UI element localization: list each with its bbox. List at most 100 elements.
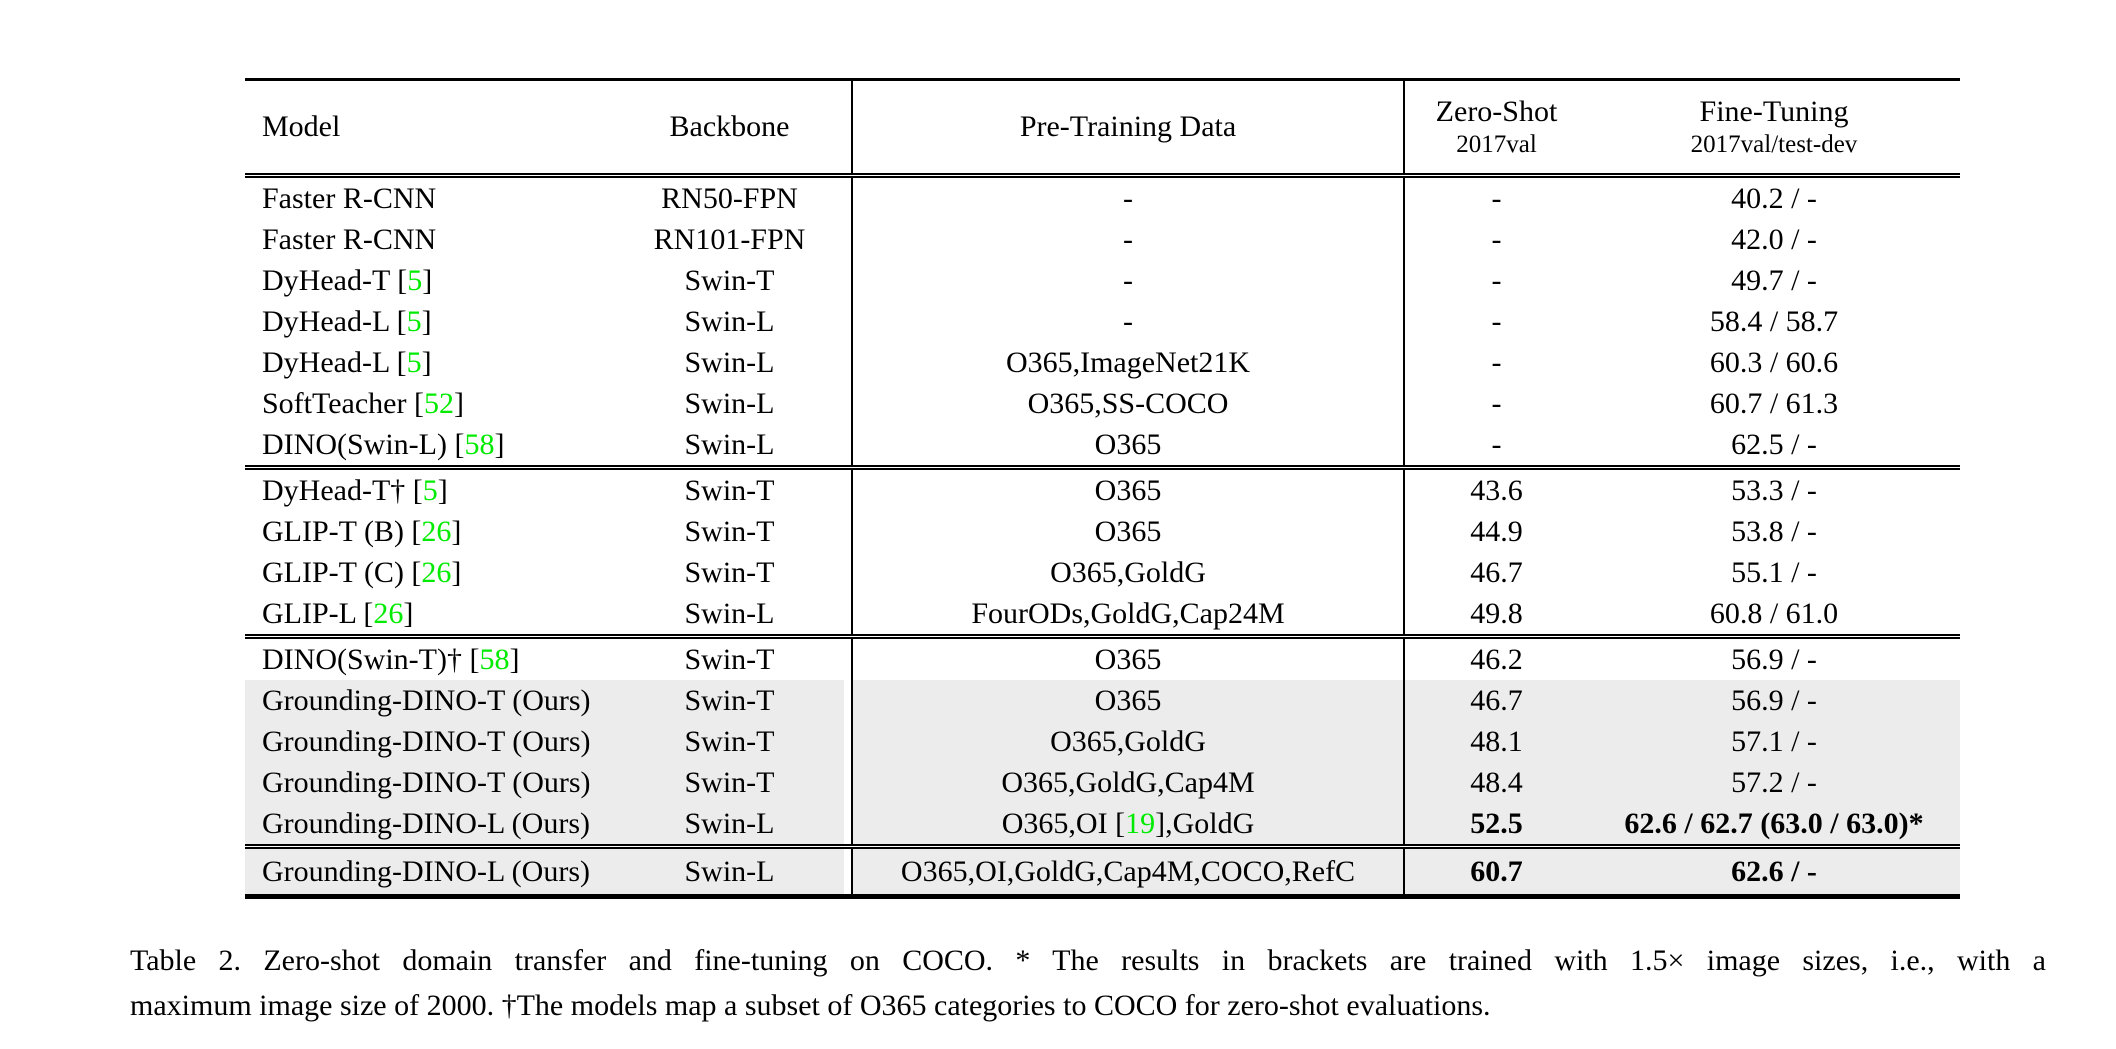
cell-fine-tuning: 56.9 / - xyxy=(1588,680,1960,721)
caption-line-1: Table 2. Zero-shot domain transfer and f… xyxy=(130,944,2046,977)
column-gap xyxy=(844,639,851,680)
vertical-rule xyxy=(1403,424,1405,465)
citation-number: 26 xyxy=(421,555,452,589)
table-row: SoftTeacher [52] Swin-L O365,SS-COCO - 60.7 … xyxy=(245,383,1960,424)
vertical-rule xyxy=(1403,470,1405,511)
vertical-rule xyxy=(1403,260,1405,301)
cell-zero-shot: 52.5 xyxy=(1405,803,1588,844)
vertical-rule xyxy=(851,762,853,803)
cell-zero-shot: - xyxy=(1491,345,1502,379)
vertical-rule xyxy=(851,383,853,424)
cell-backbone: Swin-L xyxy=(684,596,775,630)
cell-fine-tuning: 62.6 / 62.7 (63.0 / 63.0)* xyxy=(1588,803,1960,844)
table-row: Grounding-DINO-T (Ours) Swin-T O365 46.7 56.… xyxy=(245,680,1960,721)
cell-pretraining-data: - xyxy=(1123,263,1133,297)
cell-model: Grounding-DINO-T (Ours) xyxy=(245,762,615,803)
cell-pretraining-data: O365,GoldG xyxy=(853,721,1403,762)
column-header-model: Model xyxy=(262,110,341,143)
cell-zero-shot: 48.4 xyxy=(1405,762,1588,803)
cell-fine-tuning: 60.3 / 60.6 xyxy=(1709,345,1839,379)
table-row: Grounding-DINO-L (Ours) Swin-L O365,OI [19… xyxy=(245,803,1960,844)
cell-zero-shot: - xyxy=(1491,222,1502,256)
vertical-rule xyxy=(851,849,853,894)
citation-number: 58 xyxy=(464,427,495,461)
column-gap xyxy=(844,424,851,465)
vertical-rule xyxy=(851,680,853,721)
cell-pretraining-data: O365 xyxy=(1094,514,1162,548)
cell-fine-tuning: 57.1 / - xyxy=(1588,721,1960,762)
table-section-3: DINO(Swin-T)† [58] Swin-T O365 46.2 56.9 / -… xyxy=(245,639,1960,844)
cell-backbone: Swin-T xyxy=(615,680,844,721)
cell-zero-shot: - xyxy=(1491,181,1502,215)
vertical-rule xyxy=(851,219,853,260)
column-header-backbone: Backbone xyxy=(669,110,790,143)
table-row: Grounding-DINO-T (Ours) Swin-T O365,GoldG 4… xyxy=(245,721,1960,762)
vertical-rule xyxy=(851,301,853,342)
cell-backbone: Swin-L xyxy=(684,304,775,338)
section-separator-rule xyxy=(245,634,1960,639)
cell-model: SoftTeacher [52] xyxy=(262,386,464,420)
table-row: Faster R-CNN RN50-FPN - - 40.2 / - xyxy=(245,178,1960,219)
cell-fine-tuning: 62.5 / - xyxy=(1731,427,1817,461)
column-gap xyxy=(844,342,851,383)
column-gap xyxy=(844,260,851,301)
column-gap xyxy=(844,470,851,511)
cell-fine-tuning: 55.1 / - xyxy=(1731,555,1817,589)
cell-zero-shot: - xyxy=(1491,386,1502,420)
column-header-zero-shot: Zero-Shot 2017val xyxy=(1405,81,1588,173)
zero-shot-subtitle: 2017val xyxy=(1456,131,1537,158)
section-separator-rule xyxy=(245,465,1960,470)
cell-fine-tuning: 49.7 / - xyxy=(1731,263,1817,297)
zero-shot-title: Zero-Shot xyxy=(1435,95,1558,128)
cell-zero-shot: 60.7 xyxy=(1405,849,1588,894)
column-gap xyxy=(844,593,851,634)
vertical-rule xyxy=(1403,762,1405,803)
cell-zero-shot: 46.7 xyxy=(1470,555,1523,589)
cell-model: DyHead-L [5] xyxy=(262,345,432,379)
cell-zero-shot: 43.6 xyxy=(1470,473,1523,507)
citation-number: 58 xyxy=(479,642,510,676)
cell-zero-shot: 46.2 xyxy=(1470,642,1523,676)
vertical-rule xyxy=(851,552,853,593)
section-separator-rule xyxy=(245,844,1960,849)
cell-model: DINO(Swin-L) [58] xyxy=(262,427,505,461)
column-gap xyxy=(844,511,851,552)
table-row: DyHead-L [5] Swin-L O365,ImageNet21K - 60.3 … xyxy=(245,342,1960,383)
cell-fine-tuning: 58.4 / 58.7 xyxy=(1709,304,1839,338)
header-separator-rule xyxy=(245,173,1960,178)
vertical-rule xyxy=(1403,552,1405,593)
column-gap xyxy=(844,178,851,219)
cell-backbone: Swin-T xyxy=(684,642,775,676)
vertical-rule xyxy=(851,639,853,680)
vertical-rule xyxy=(1403,593,1405,634)
cell-zero-shot: 49.8 xyxy=(1470,596,1523,630)
cell-pretraining-data: FourODs,GoldG,Cap24M xyxy=(971,596,1285,630)
table-row: DyHead-T† [5] Swin-T O365 43.6 53.3 / - xyxy=(245,470,1960,511)
cell-backbone: Swin-T xyxy=(684,514,775,548)
vertical-rule xyxy=(1403,178,1405,219)
table-row: Faster R-CNN RN101-FPN - - 42.0 / - xyxy=(245,219,1960,260)
cell-model: DyHead-T† [5] xyxy=(262,473,448,507)
cell-pretraining-data: O365,SS-COCO xyxy=(1027,386,1229,420)
vertical-rule xyxy=(851,511,853,552)
cell-backbone: Swin-L xyxy=(684,345,775,379)
vertical-rule xyxy=(851,178,853,219)
cell-model: Grounding-DINO-T (Ours) xyxy=(245,680,615,721)
cell-fine-tuning: 53.8 / - xyxy=(1731,514,1817,548)
cell-model: GLIP-L [26] xyxy=(262,596,414,630)
cell-pretraining-data: O365 xyxy=(1094,473,1162,507)
cell-fine-tuning: 60.8 / 61.0 xyxy=(1709,596,1839,630)
cell-pretraining-data: O365,OI,GoldG,Cap4M,COCO,RefC xyxy=(853,849,1403,894)
citation-number: 5 xyxy=(406,304,422,338)
cell-zero-shot: 46.7 xyxy=(1405,680,1588,721)
vertical-rule xyxy=(1403,803,1405,844)
cell-zero-shot: - xyxy=(1491,263,1502,297)
cell-zero-shot: - xyxy=(1491,304,1502,338)
cell-backbone: Swin-T xyxy=(615,762,844,803)
vertical-rule xyxy=(1403,511,1405,552)
table-section-2: DyHead-T† [5] Swin-T O365 43.6 53.3 / - GLIP-… xyxy=(245,470,1960,634)
table-row: Grounding-DINO-T (Ours) Swin-T O365,GoldG,… xyxy=(245,762,1960,803)
citation-number: 5 xyxy=(422,473,438,507)
cell-model: Grounding-DINO-L (Ours) xyxy=(245,803,615,844)
